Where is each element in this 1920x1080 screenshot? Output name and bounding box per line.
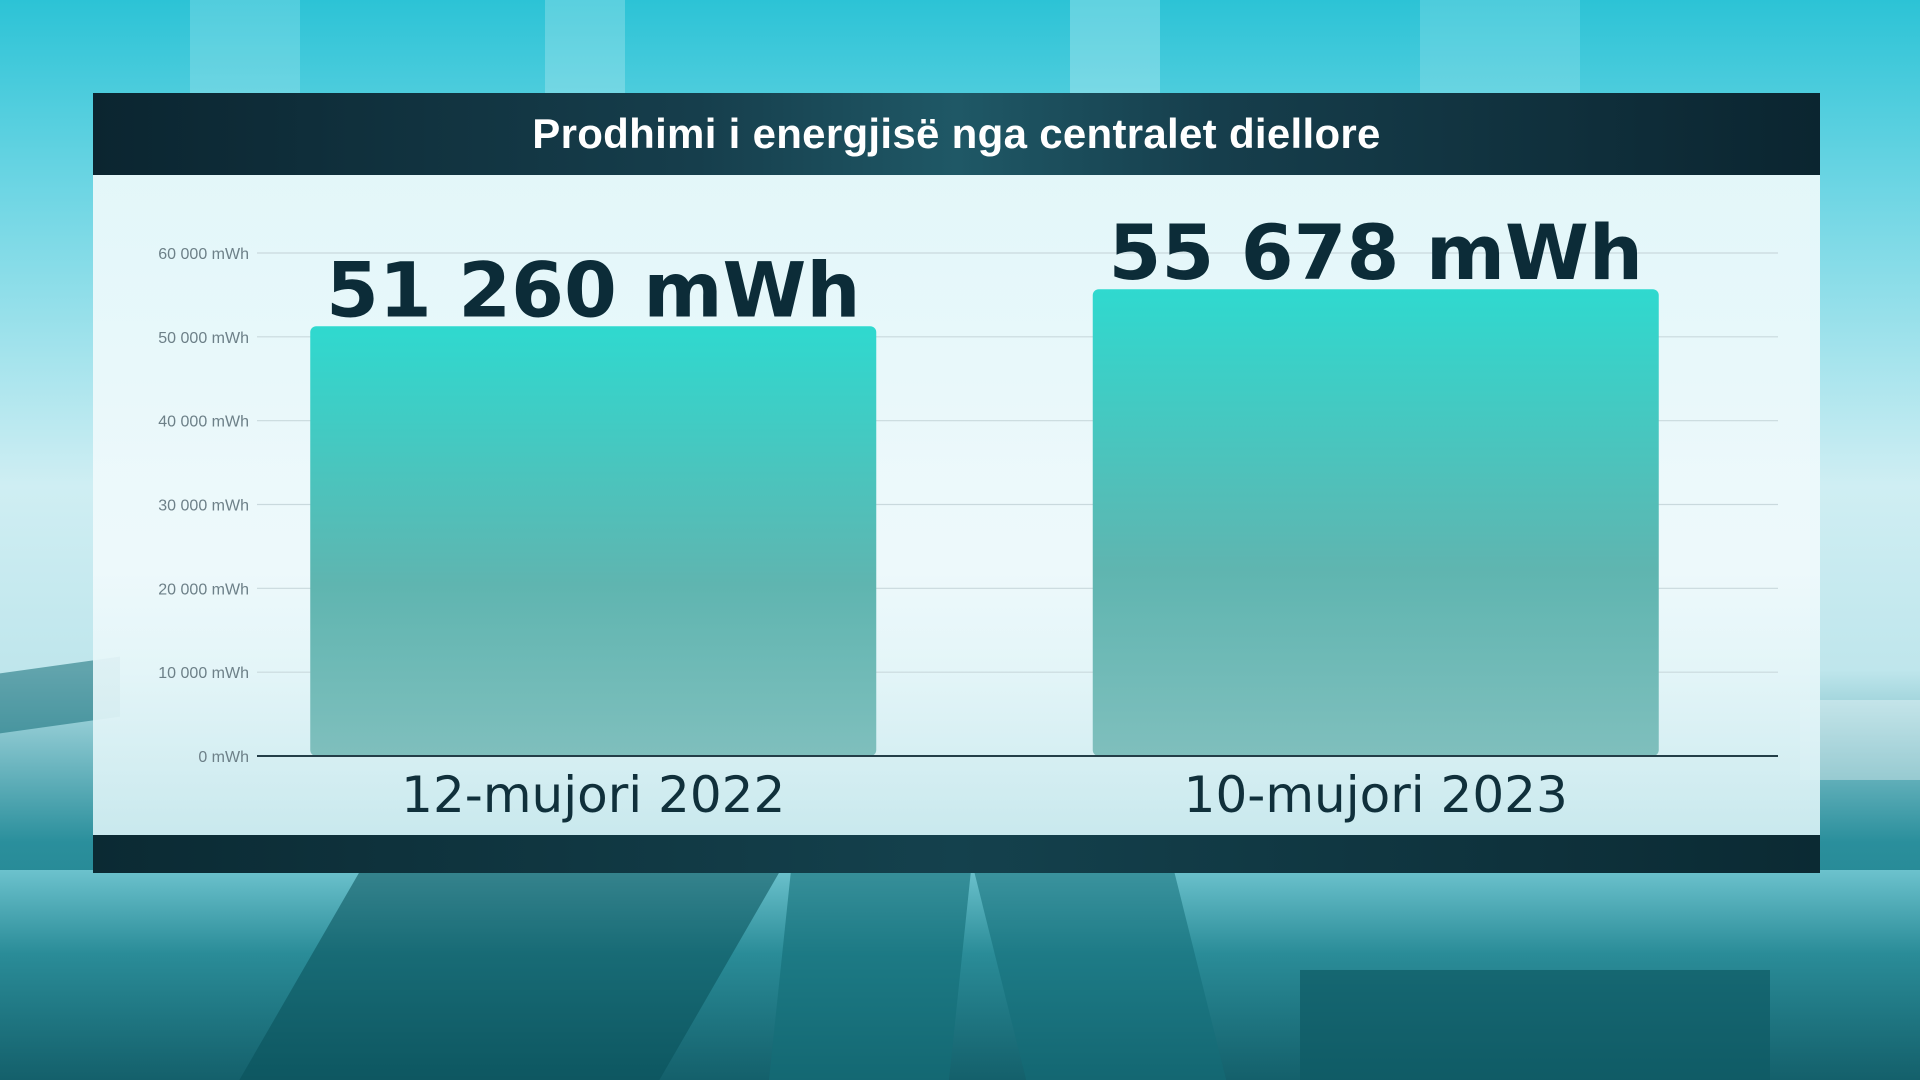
background-pillar [1070, 0, 1160, 95]
category-label: 10-mujori 2023 [1184, 766, 1568, 824]
y-tick-label: 40 000 mWh [158, 414, 249, 431]
y-tick-label: 60 000 mWh [158, 246, 249, 263]
y-tick-label: 0 mWh [198, 749, 249, 766]
background-pillar [1420, 0, 1580, 95]
y-tick-label: 20 000 mWh [158, 581, 249, 598]
y-tick-label: 50 000 mWh [158, 330, 249, 347]
chart-area: 0 mWh 10 000 mWh 20 000 mWh 30 000 mWh 40 00… [93, 175, 1820, 835]
category-labels: 12-mujori 2022 10-mujori 2023 [401, 766, 1568, 824]
y-tick-label: 10 000 mWh [158, 665, 249, 682]
bar [1092, 289, 1659, 756]
chart-title: Prodhimi i energjisë nga centralet diell… [532, 110, 1381, 157]
bar-value-label: 55 678 mWh [1109, 208, 1643, 297]
chart-panel: Prodhimi i energjisë nga centralet diell… [93, 93, 1820, 873]
background-plank [1300, 970, 1770, 1080]
bars [310, 289, 1659, 756]
value-labels: 51 260 mWh 55 678 mWh [326, 208, 1643, 334]
title-bar: Prodhimi i energjisë nga centralet diell… [93, 93, 1820, 175]
bar-chart: 0 mWh 10 000 mWh 20 000 mWh 30 000 mWh 40 00… [158, 208, 1778, 824]
y-axis-ticks: 0 mWh 10 000 mWh 20 000 mWh 30 000 mWh 40 00… [158, 246, 249, 766]
background-pillar [545, 0, 625, 100]
background-plank [768, 870, 972, 1080]
y-tick-label: 30 000 mWh [158, 498, 249, 515]
bar-value-label: 51 260 mWh [326, 245, 860, 334]
background-ledge [1800, 700, 1920, 780]
bar [310, 326, 877, 756]
bottom-bar [93, 835, 1820, 873]
category-label: 12-mujori 2022 [401, 766, 785, 824]
